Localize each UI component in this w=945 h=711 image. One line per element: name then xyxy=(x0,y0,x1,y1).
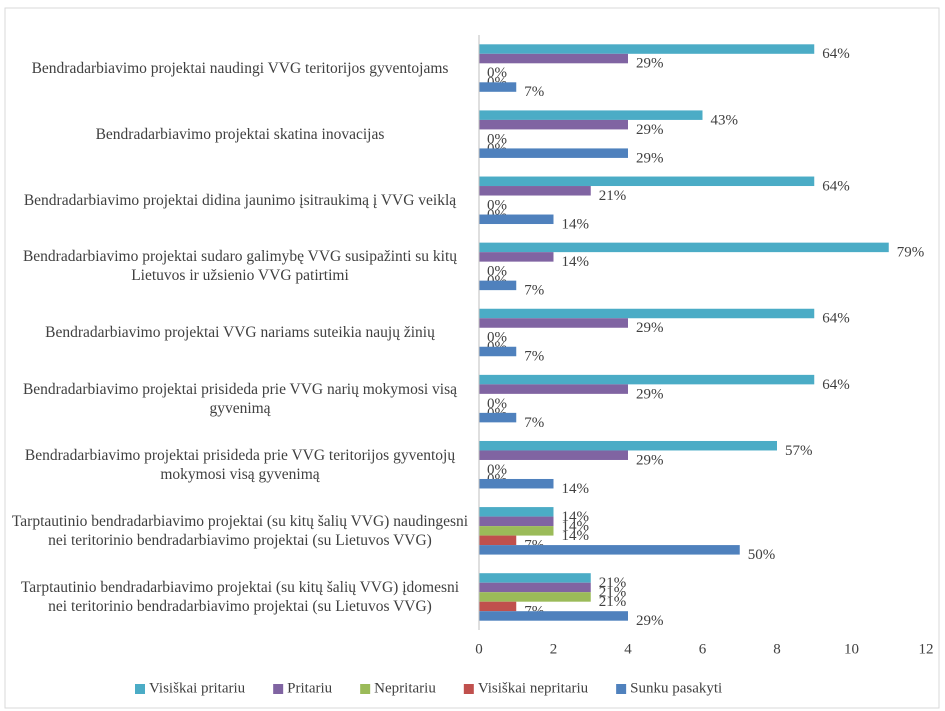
legend-label: Visiškai nepritariu xyxy=(478,680,589,696)
bar xyxy=(479,582,591,593)
bar xyxy=(479,280,517,291)
y-tick-label: Bendradarbiavimo projektai skatina inova… xyxy=(95,125,385,143)
bar xyxy=(479,535,517,546)
value-label: 0% xyxy=(487,65,507,81)
y-tick-label: Bendradarbiavimo projektai naudingi VVG … xyxy=(31,59,449,77)
value-label: 79% xyxy=(897,245,925,261)
value-label: 29% xyxy=(636,452,664,468)
bar xyxy=(479,214,554,225)
value-label: 21% xyxy=(599,188,627,204)
legend-swatch xyxy=(463,684,474,694)
value-label: 7% xyxy=(524,84,544,100)
value-label: 14% xyxy=(562,519,590,535)
value-label: 7% xyxy=(524,283,544,299)
bar xyxy=(479,611,628,621)
legend-label: Pritariu xyxy=(287,680,332,696)
bar xyxy=(479,318,628,328)
bar xyxy=(479,242,889,253)
y-tick-label: Bendradarbiavimo projektai didina jaunim… xyxy=(23,191,457,209)
value-label: 7% xyxy=(524,415,544,431)
bar xyxy=(479,252,554,262)
value-label: 29% xyxy=(636,320,664,336)
bar xyxy=(479,374,815,385)
y-tick-label: Bendradarbiavimo projektai VVG nariams s… xyxy=(45,323,435,341)
bar xyxy=(479,573,591,583)
bar xyxy=(479,450,628,460)
bar xyxy=(479,478,554,489)
value-label: 0% xyxy=(487,330,507,346)
bar xyxy=(479,308,815,319)
x-tick-label: 4 xyxy=(624,641,632,657)
value-label: 0% xyxy=(487,264,507,280)
bar xyxy=(479,526,554,536)
legend-label: Nepritariu xyxy=(374,680,436,696)
value-label: 29% xyxy=(636,56,664,72)
bar xyxy=(479,186,591,196)
value-label: 7% xyxy=(524,349,544,365)
value-label: 0% xyxy=(487,197,507,213)
x-tick-label: 2 xyxy=(550,641,558,657)
bar xyxy=(479,601,517,612)
bar xyxy=(479,545,740,555)
legend-label: Sunku pasakyti xyxy=(630,680,722,696)
bar xyxy=(479,53,628,64)
x-tick-label: 0 xyxy=(475,641,483,657)
bar xyxy=(479,119,628,130)
value-label: 0% xyxy=(487,462,507,478)
x-tick-label: 8 xyxy=(773,641,781,657)
value-label: 21% xyxy=(599,594,627,610)
value-label: 29% xyxy=(636,122,664,138)
frame xyxy=(4,7,940,709)
x-tick-label: 6 xyxy=(699,641,707,657)
bar xyxy=(479,592,591,602)
y-tick-label: Tarptautinio bendradarbiavimo projektai … xyxy=(11,512,469,549)
bar xyxy=(479,440,777,451)
legend-label: Visiškai pritariu xyxy=(149,680,246,696)
legend-swatch xyxy=(360,684,371,694)
value-label: 29% xyxy=(636,150,664,166)
bar xyxy=(479,346,517,357)
value-label: 29% xyxy=(636,386,664,402)
value-label: 50% xyxy=(748,547,776,563)
value-label: 14% xyxy=(562,509,590,525)
value-label: 64% xyxy=(822,311,850,327)
bar xyxy=(479,384,628,394)
y-tick-label: Bendradarbiavimo projektai prisideda pri… xyxy=(24,446,456,483)
x-tick-label: 12 xyxy=(919,641,934,657)
value-label: 0% xyxy=(487,131,507,147)
value-label: 14% xyxy=(562,254,590,270)
bar xyxy=(479,148,628,158)
value-label: 21% xyxy=(599,575,627,591)
value-label: 64% xyxy=(822,377,850,393)
value-label: 64% xyxy=(822,178,850,194)
value-label: 0% xyxy=(487,396,507,412)
bar xyxy=(479,176,815,187)
legend-swatch xyxy=(616,684,627,694)
value-label: 14% xyxy=(562,481,590,497)
bar xyxy=(479,44,815,54)
value-label: 29% xyxy=(636,613,664,629)
value-label: 21% xyxy=(599,585,627,601)
y-tick-label: Bendradarbiavimo projektai sudaro galimy… xyxy=(22,248,458,285)
bar xyxy=(479,412,517,423)
bar xyxy=(479,516,554,527)
legend-swatch xyxy=(135,684,145,694)
bar xyxy=(479,82,517,92)
value-label: 14% xyxy=(562,528,590,544)
y-tick-label: Bendradarbiavimo projektai prisideda pri… xyxy=(22,380,458,417)
legend-swatch xyxy=(273,684,284,694)
y-tick-label: Tarptautinio bendradarbiavimo projektai … xyxy=(20,578,460,615)
value-label: 57% xyxy=(785,443,813,459)
value-label: 64% xyxy=(822,46,850,62)
value-label: 14% xyxy=(562,216,590,232)
x-tick-label: 10 xyxy=(844,641,859,657)
bar xyxy=(479,507,554,517)
bar xyxy=(479,110,703,120)
value-label: 43% xyxy=(711,112,739,128)
